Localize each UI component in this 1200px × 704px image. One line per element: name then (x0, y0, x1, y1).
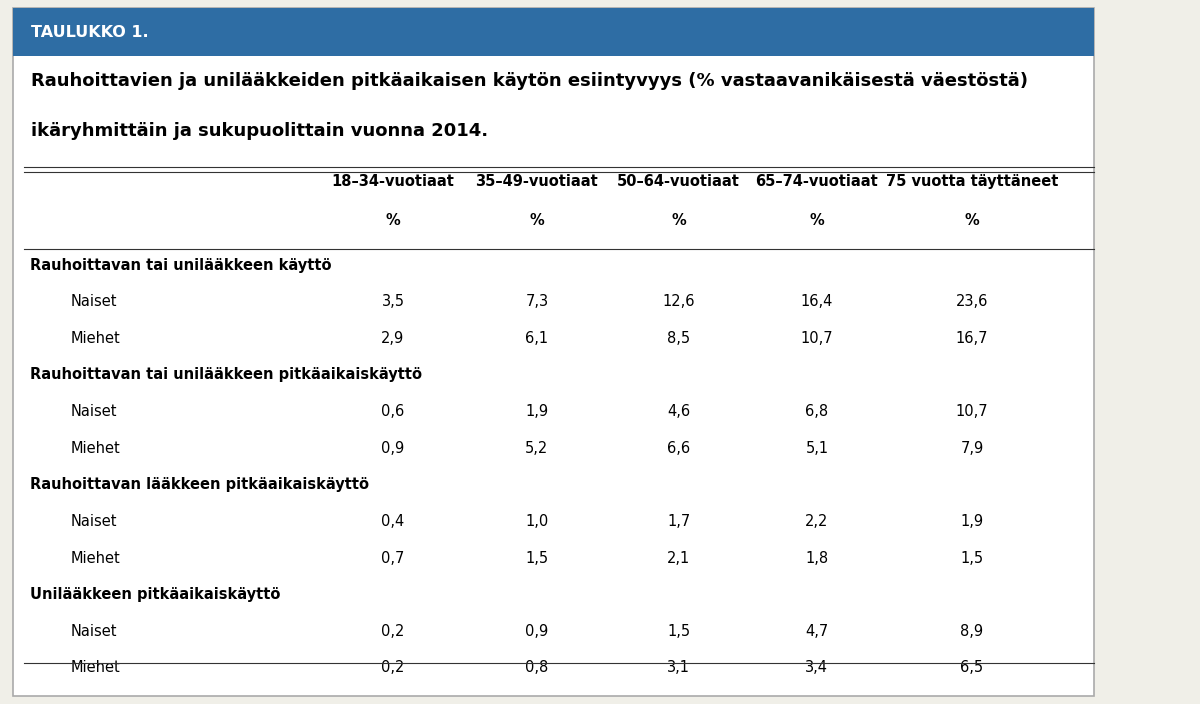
Text: 65–74-vuotiaat: 65–74-vuotiaat (756, 174, 878, 189)
Text: Unilääkkeen pitkäaikaiskäyttö: Unilääkkeen pitkäaikaiskäyttö (30, 587, 281, 602)
Text: 0,6: 0,6 (382, 404, 404, 419)
Text: Miehet: Miehet (71, 331, 120, 346)
Text: Naiset: Naiset (71, 294, 118, 309)
Text: 2,9: 2,9 (382, 331, 404, 346)
Text: 6,5: 6,5 (960, 660, 984, 675)
Text: 2,1: 2,1 (667, 551, 690, 565)
Text: 3,5: 3,5 (382, 294, 404, 309)
Text: ikäryhmittäin ja sukupuolittain vuonna 2014.: ikäryhmittäin ja sukupuolittain vuonna 2… (31, 122, 488, 141)
Text: 2,2: 2,2 (805, 514, 829, 529)
Text: 0,8: 0,8 (526, 660, 548, 675)
Text: 1,9: 1,9 (960, 514, 984, 529)
Text: 1,5: 1,5 (526, 551, 548, 565)
Text: 0,9: 0,9 (526, 624, 548, 639)
Text: 1,0: 1,0 (526, 514, 548, 529)
Text: 1,9: 1,9 (526, 404, 548, 419)
Text: 12,6: 12,6 (662, 294, 695, 309)
FancyBboxPatch shape (13, 8, 1093, 56)
Text: Miehet: Miehet (71, 441, 120, 455)
Text: 0,4: 0,4 (382, 514, 404, 529)
Text: 16,7: 16,7 (955, 331, 988, 346)
Text: 10,7: 10,7 (955, 404, 989, 419)
Text: 3,4: 3,4 (805, 660, 828, 675)
Text: 8,5: 8,5 (667, 331, 690, 346)
Text: Rauhoittavan lääkkeen pitkäaikaiskäyttö: Rauhoittavan lääkkeen pitkäaikaiskäyttö (30, 477, 368, 492)
Text: 7,3: 7,3 (526, 294, 548, 309)
Text: 0,7: 0,7 (382, 551, 404, 565)
Text: 75 vuotta täyttäneet: 75 vuotta täyttäneet (886, 174, 1058, 189)
Text: 0,9: 0,9 (382, 441, 404, 455)
Text: 1,5: 1,5 (667, 624, 690, 639)
Text: 35–49-vuotiaat: 35–49-vuotiaat (475, 174, 599, 189)
Text: Rauhoittavien ja unilääkkeiden pitkäaikaisen käytön esiintyvyys (% vastaavanikäi: Rauhoittavien ja unilääkkeiden pitkäaika… (31, 72, 1028, 90)
Text: 5,2: 5,2 (526, 441, 548, 455)
Text: 4,7: 4,7 (805, 624, 828, 639)
Text: 0,2: 0,2 (382, 624, 404, 639)
Text: 7,9: 7,9 (960, 441, 984, 455)
Text: 18–34-vuotiaat: 18–34-vuotiaat (331, 174, 455, 189)
Text: TAULUKKO 1.: TAULUKKO 1. (31, 25, 149, 40)
Text: 0,2: 0,2 (382, 660, 404, 675)
Text: Miehet: Miehet (71, 660, 120, 675)
Text: 4,6: 4,6 (667, 404, 690, 419)
Text: 1,7: 1,7 (667, 514, 690, 529)
Text: %: % (965, 213, 979, 227)
Text: 8,9: 8,9 (960, 624, 984, 639)
Text: 50–64-vuotiaat: 50–64-vuotiaat (617, 174, 740, 189)
Text: 10,7: 10,7 (800, 331, 833, 346)
Text: 6,6: 6,6 (667, 441, 690, 455)
FancyBboxPatch shape (13, 8, 1093, 696)
Text: %: % (671, 213, 686, 227)
Text: 1,5: 1,5 (960, 551, 984, 565)
Text: Miehet: Miehet (71, 551, 120, 565)
Text: 16,4: 16,4 (800, 294, 833, 309)
Text: Rauhoittavan tai unilääkkeen käyttö: Rauhoittavan tai unilääkkeen käyttö (30, 258, 331, 272)
Text: 5,1: 5,1 (805, 441, 828, 455)
Text: %: % (529, 213, 545, 227)
Text: %: % (810, 213, 824, 227)
Text: Naiset: Naiset (71, 514, 118, 529)
Text: Rauhoittavan tai unilääkkeen pitkäaikaiskäyttö: Rauhoittavan tai unilääkkeen pitkäaikais… (30, 367, 422, 382)
Text: 6,1: 6,1 (526, 331, 548, 346)
Text: Naiset: Naiset (71, 404, 118, 419)
Text: 1,8: 1,8 (805, 551, 828, 565)
Text: Naiset: Naiset (71, 624, 118, 639)
Text: %: % (385, 213, 401, 227)
Text: 6,8: 6,8 (805, 404, 828, 419)
Text: 23,6: 23,6 (955, 294, 988, 309)
Text: 3,1: 3,1 (667, 660, 690, 675)
